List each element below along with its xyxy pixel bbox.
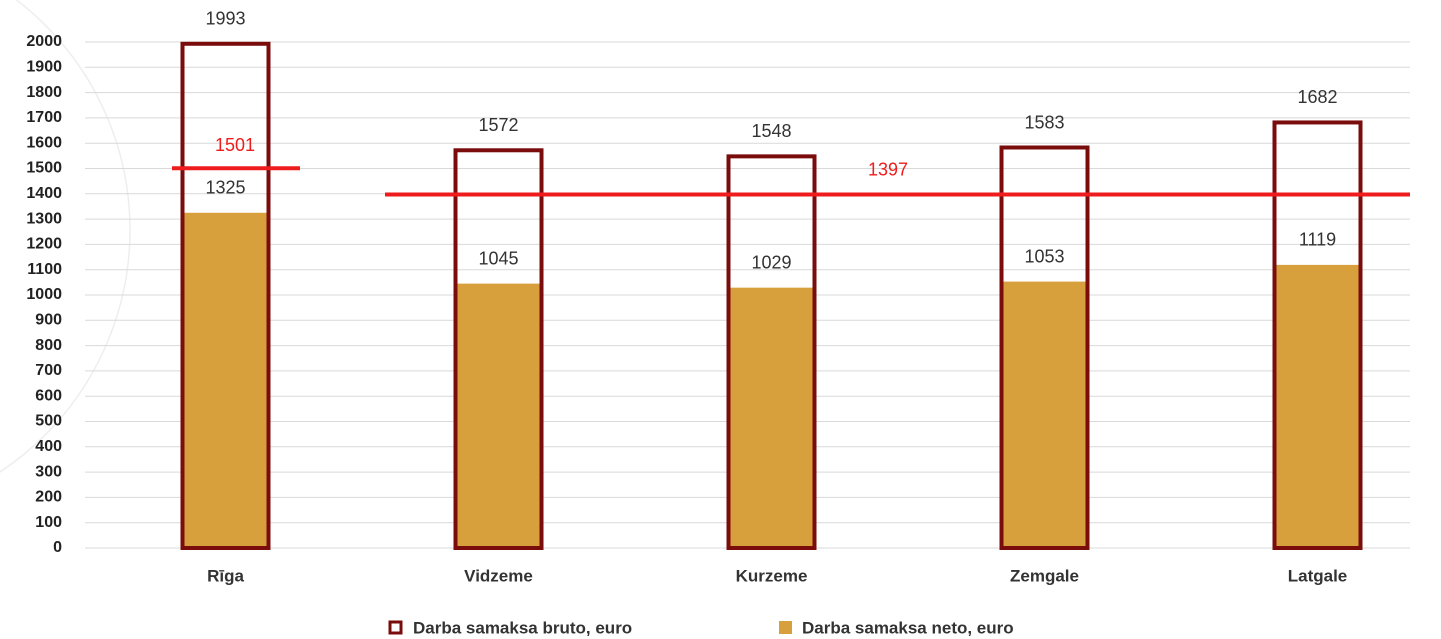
y-tick-label: 300 (35, 463, 62, 480)
y-tick-label: 100 (35, 514, 62, 531)
value-label: 1045 (478, 248, 518, 268)
y-tick-label: 1600 (26, 134, 62, 151)
value-label: 1119 (1299, 230, 1336, 250)
y-tick-label: 1000 (26, 286, 62, 303)
bar-neto (182, 212, 269, 548)
y-tick-label: 800 (35, 337, 62, 354)
y-tick-label: 200 (35, 489, 62, 506)
x-tick-label: Kurzeme (736, 566, 808, 585)
bar-neto (455, 283, 542, 548)
y-tick-label: 1900 (26, 59, 62, 76)
reference-label: 1501 (215, 135, 255, 155)
bar-bruto (999, 145, 1090, 550)
y-tick-label: 1700 (26, 109, 62, 126)
y-tick-label: 900 (35, 312, 62, 329)
y-tick-label: 400 (35, 438, 62, 455)
y-tick-label: 1500 (26, 160, 62, 177)
y-tick-label: 1200 (26, 236, 62, 253)
legend-swatch (388, 620, 403, 635)
reference-label: 1397 (868, 159, 908, 179)
x-tick-label: Vidzeme (464, 566, 533, 585)
legend-swatch (779, 621, 792, 634)
value-label: 1548 (751, 121, 791, 141)
y-tick-label: 0 (53, 539, 62, 556)
y-tick-label: 600 (35, 387, 62, 404)
value-label: 1583 (1024, 112, 1064, 132)
value-label: 1053 (1024, 246, 1064, 266)
value-label: 1029 (751, 252, 791, 272)
bar-bruto (726, 154, 817, 551)
value-label: 1682 (1297, 87, 1337, 107)
x-tick-label: Zemgale (1010, 566, 1079, 585)
bar-neto (728, 287, 815, 548)
legend-label: Darba samaksa bruto, euro (413, 618, 632, 637)
x-tick-label: Rīga (207, 566, 244, 585)
y-tick-label: 1800 (26, 84, 62, 101)
value-label: 1572 (478, 115, 518, 135)
bar-bruto (1272, 120, 1363, 550)
legend-label: Darba samaksa neto, euro (802, 618, 1014, 637)
y-tick-label: 1100 (27, 261, 62, 278)
bar-bruto (180, 41, 271, 551)
y-tick-label: 700 (35, 362, 62, 379)
bar-neto (1001, 281, 1088, 548)
y-tick-label: 500 (35, 413, 62, 430)
bar-bruto (453, 148, 544, 550)
background-arc (0, 0, 131, 473)
x-tick-label: Latgale (1288, 566, 1348, 585)
value-label: 1325 (205, 178, 245, 198)
bar-neto (1274, 264, 1361, 548)
y-tick-label: 1400 (26, 185, 62, 202)
y-tick-label: 1300 (26, 210, 62, 227)
y-tick-label: 2000 (26, 33, 62, 50)
value-label: 1993 (205, 9, 245, 29)
